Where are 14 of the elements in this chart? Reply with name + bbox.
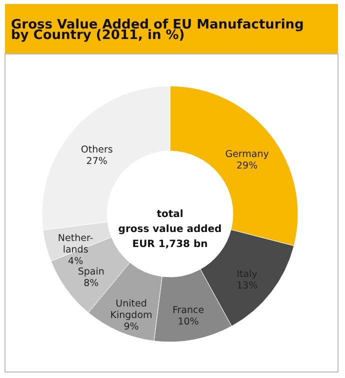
data-label: 4% [68, 256, 84, 268]
data-label: 8% [84, 278, 99, 289]
slice-label: United Kingdom [110, 298, 152, 321]
chart-title: Gross Value Added of EU Manufacturing by Country (2011, in %) [11, 17, 304, 43]
data-label: 29% [236, 160, 258, 172]
slice-label: France [172, 304, 204, 316]
text: total gross value added EUR 1,738 bn [118, 209, 222, 250]
data-label: 10% [178, 316, 199, 328]
data-label: 9% [124, 321, 139, 332]
data-label: 27% [86, 156, 108, 168]
slice-label: Germany [225, 149, 270, 160]
slice-label: Others [80, 144, 113, 156]
slice-label: Spain [78, 266, 104, 278]
slice-label: Nether- lands [58, 233, 94, 256]
